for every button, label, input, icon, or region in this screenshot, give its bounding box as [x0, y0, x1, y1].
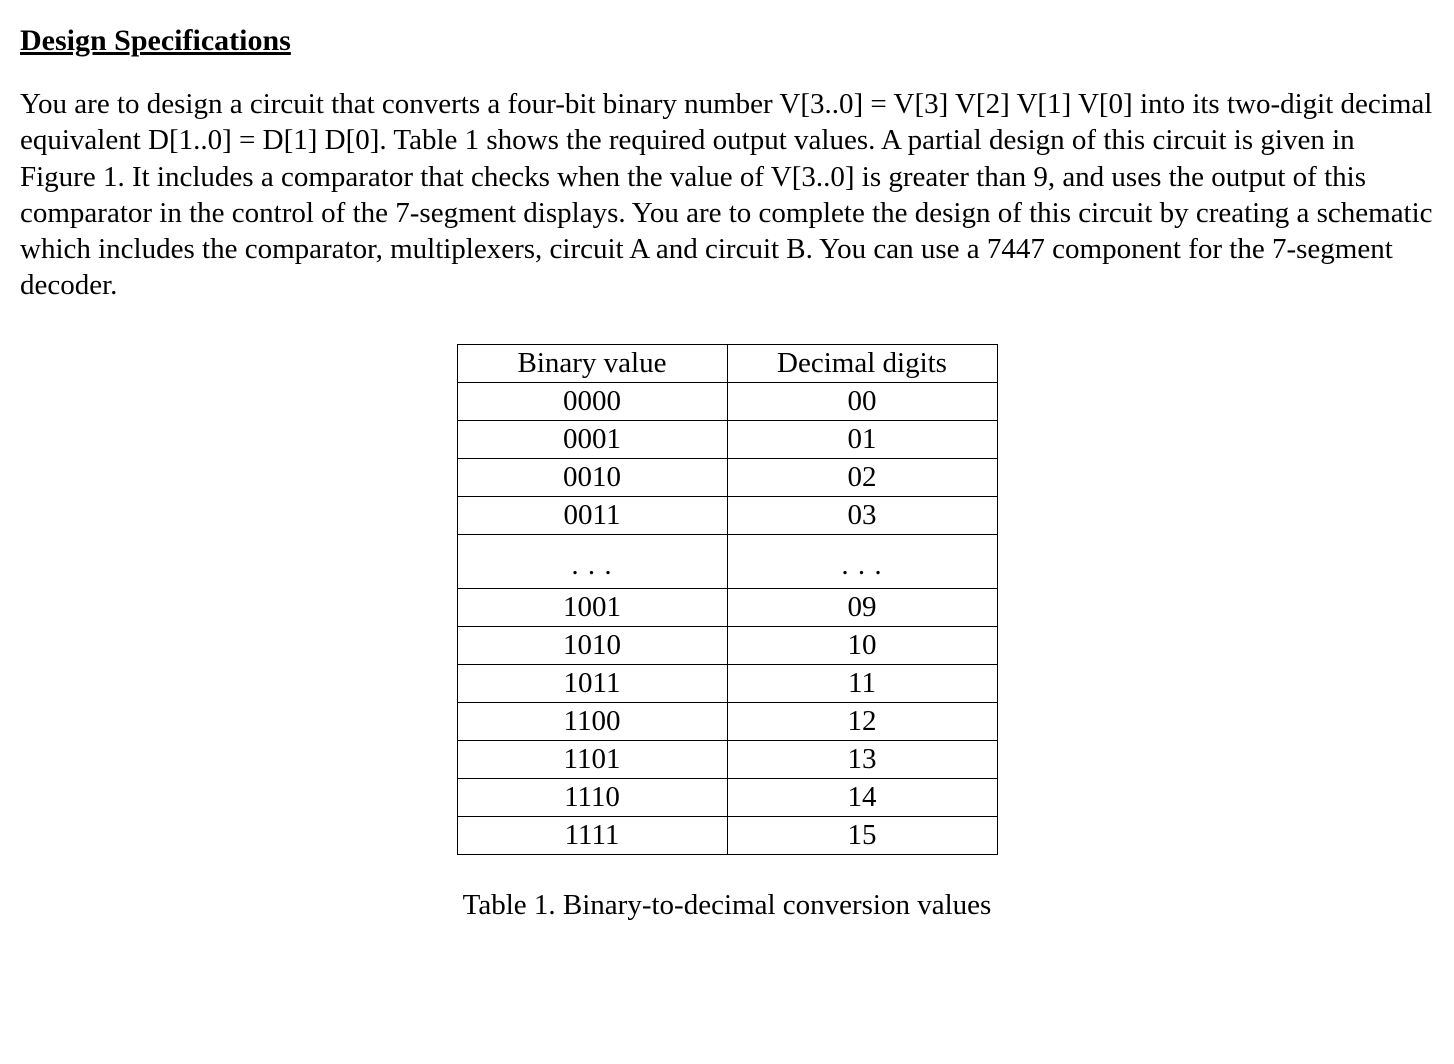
- table-cell: 1010: [457, 626, 727, 664]
- table-header-row: Binary value Decimal digits: [457, 344, 997, 382]
- table-row: 1101 13: [457, 740, 997, 778]
- table-cell: 0001: [457, 420, 727, 458]
- table-row: 1111 15: [457, 816, 997, 854]
- table-cell: 1011: [457, 664, 727, 702]
- table-row: 0001 01: [457, 420, 997, 458]
- table-cell: 0011: [457, 496, 727, 534]
- table-cell: 11: [727, 664, 997, 702]
- table-row: 1011 11: [457, 664, 997, 702]
- table-header-binary: Binary value: [457, 344, 727, 382]
- table-row: 0011 03: [457, 496, 997, 534]
- table-row: 0000 00: [457, 382, 997, 420]
- table-row: 1001 09: [457, 588, 997, 626]
- table-cell: 1110: [457, 778, 727, 816]
- table-cell: . . .: [727, 534, 997, 588]
- table-cell: 13: [727, 740, 997, 778]
- table-row: 1010 10: [457, 626, 997, 664]
- table-cell: 03: [727, 496, 997, 534]
- table-cell: 09: [727, 588, 997, 626]
- table-row: 0010 02: [457, 458, 997, 496]
- table-container: Binary value Decimal digits 0000 00 0001…: [20, 344, 1434, 922]
- table-row-ellipsis: . . . . . .: [457, 534, 997, 588]
- table-cell: 00: [727, 382, 997, 420]
- table-cell: 1100: [457, 702, 727, 740]
- table-cell: 0010: [457, 458, 727, 496]
- table-cell: 1001: [457, 588, 727, 626]
- table-cell: 1111: [457, 816, 727, 854]
- description-paragraph: You are to design a circuit that convert…: [20, 86, 1434, 304]
- table-cell: 10: [727, 626, 997, 664]
- conversion-table: Binary value Decimal digits 0000 00 0001…: [457, 344, 998, 855]
- table-row: 1110 14: [457, 778, 997, 816]
- table-cell: 12: [727, 702, 997, 740]
- table-cell: 14: [727, 778, 997, 816]
- table-cell: 02: [727, 458, 997, 496]
- table-body: 0000 00 0001 01 0010 02 0011 03 . . . . …: [457, 382, 997, 854]
- table-cell: 1101: [457, 740, 727, 778]
- table-header-decimal: Decimal digits: [727, 344, 997, 382]
- table-cell: 0000: [457, 382, 727, 420]
- table-row: 1100 12: [457, 702, 997, 740]
- section-heading: Design Specifications: [20, 24, 1434, 58]
- table-cell: . . .: [457, 534, 727, 588]
- table-cell: 01: [727, 420, 997, 458]
- table-caption: Table 1. Binary-to-decimal conversion va…: [463, 889, 992, 922]
- table-cell: 15: [727, 816, 997, 854]
